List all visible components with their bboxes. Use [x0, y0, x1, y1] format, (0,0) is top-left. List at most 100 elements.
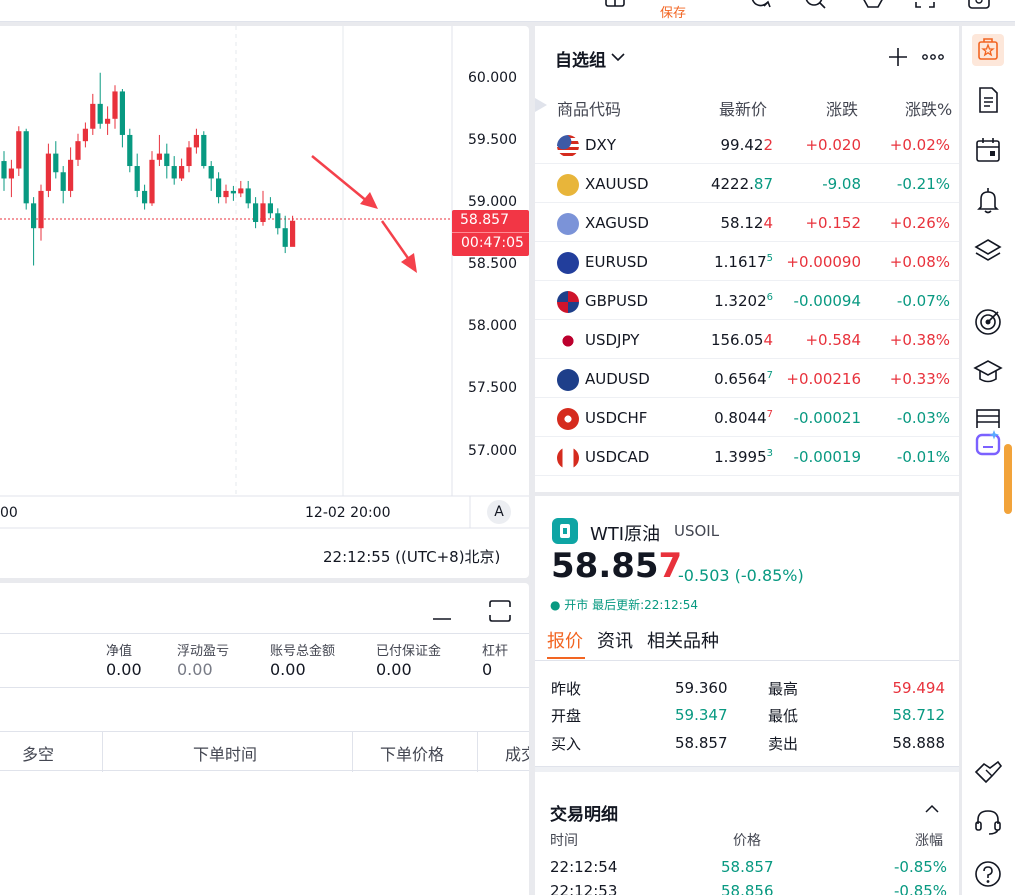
column-header[interactable]: 下单时间	[193, 745, 258, 764]
row-change-pct: -0.07%	[896, 292, 950, 310]
row-symbol: AUDUSD	[585, 370, 650, 388]
ca-flag-icon	[557, 447, 579, 469]
stat-label: 最低	[768, 707, 799, 725]
watchlist-row[interactable]: AUDUSD 0.65647 +0.00216 +0.33%	[535, 359, 959, 398]
price-main: 58.85	[551, 546, 659, 586]
maximize-icon[interactable]	[488, 599, 512, 623]
chevron-down-icon[interactable]	[611, 52, 625, 62]
trade-price: 58.856	[721, 882, 774, 895]
more-options-icon[interactable]	[921, 50, 945, 64]
search-icon[interactable]	[803, 0, 829, 14]
watchlist-row[interactable]: USDCAD 1.39953 -0.00019 -0.01%	[535, 437, 959, 476]
candle-body	[16, 131, 22, 169]
candlestick-chart[interactable]	[0, 26, 529, 578]
fullscreen-icon[interactable]	[912, 0, 938, 14]
top-toolbar: 保存	[0, 0, 1015, 22]
undo-redo-icon[interactable]	[748, 0, 774, 14]
trade-pct: -0.85%	[894, 858, 948, 876]
candle-body	[23, 131, 29, 204]
news-icon[interactable]	[972, 84, 1004, 116]
row-last-price: 156.054	[711, 331, 773, 349]
current-price-label: 58.857	[460, 212, 509, 228]
watchlist-row[interactable]: GBPUSD 1.32026 -0.00094 -0.07%	[535, 281, 959, 320]
support-icon[interactable]	[972, 806, 1004, 838]
calendar-icon[interactable]	[972, 134, 1004, 166]
snapshot-icon[interactable]	[966, 0, 992, 14]
summary-value: 0.00	[376, 660, 412, 679]
row-symbol: USDCHF	[585, 409, 648, 427]
chevron-up-icon[interactable]	[925, 804, 939, 814]
timezone-clock[interactable]: 22:12:55 ((UTC+8)北京)	[323, 548, 501, 566]
candles-group	[1, 72, 296, 266]
summary-label: 浮动盈亏	[177, 644, 230, 659]
trade-price: 58.857	[721, 858, 774, 876]
stat-value: 59.347	[675, 706, 728, 724]
settings-icon[interactable]	[860, 0, 886, 14]
candle-body	[245, 188, 251, 204]
row-change-pct: +0.08%	[889, 253, 950, 271]
chart-panel[interactable]: 60.000 59.500 59.000 58.500 58.000 57.50…	[0, 26, 529, 578]
handshake-icon[interactable]	[972, 756, 1004, 788]
candle-body	[282, 228, 288, 247]
column-header-last[interactable]: 最新价	[719, 100, 768, 119]
column-header-symbol[interactable]: 商品代码	[557, 100, 622, 119]
summary-label: 杠杆	[482, 644, 509, 659]
current-price-badge: 58.857 00:47:05	[452, 210, 529, 256]
stat-label: 开盘	[551, 707, 582, 725]
row-symbol: EURUSD	[585, 253, 648, 271]
watchlist-icon[interactable]	[972, 34, 1004, 66]
column-header-change[interactable]: 涨跌	[826, 100, 859, 119]
auto-scale-button[interactable]: A	[487, 500, 511, 524]
summary-value: 0	[482, 660, 493, 679]
row-symbol: DXY	[585, 136, 616, 154]
last-main: 99.42	[720, 136, 764, 154]
row-last-price: 58.124	[721, 214, 774, 232]
watchlist-row[interactable]: USDCHF 0.80447 -0.00021 -0.03%	[535, 398, 959, 437]
layers-icon[interactable]	[972, 234, 1004, 266]
column-header[interactable]: 下单价格	[380, 745, 445, 764]
right-toolbar	[962, 26, 1015, 895]
alerts-icon[interactable]	[972, 184, 1004, 216]
jp-flag-icon	[557, 330, 579, 352]
scroll-handle[interactable]	[1004, 444, 1012, 514]
column-header-pct[interactable]: 涨跌%	[905, 100, 953, 119]
column-header[interactable]: 成交	[505, 745, 529, 764]
add-symbol-icon[interactable]	[887, 46, 909, 68]
watchlist-row[interactable]: DXY 99.422 +0.020 +0.02%	[535, 125, 959, 164]
minimize-icon[interactable]	[431, 603, 453, 625]
last-main: 58.12	[720, 214, 764, 232]
help-icon[interactable]	[972, 858, 1004, 890]
last-tail: 87	[753, 175, 773, 193]
tab-news[interactable]: 资讯	[597, 631, 633, 652]
time-tick: 00	[0, 505, 18, 521]
row-last-price: 1.32026	[714, 292, 773, 310]
watchlist-row[interactable]: EURUSD 1.16175 +0.00090 +0.08%	[535, 242, 959, 281]
sort-marker-icon	[535, 98, 547, 112]
ai-assistant-icon[interactable]	[972, 428, 1004, 460]
signals-icon[interactable]	[972, 306, 1004, 338]
save-button[interactable]: 保存	[660, 6, 687, 21]
watchlist-row[interactable]: USDJPY 156.054 +0.584 +0.38%	[535, 320, 959, 359]
price-tick: 57.500	[468, 380, 517, 396]
tab-quote[interactable]: 报价	[547, 631, 583, 652]
watchlist-row[interactable]: XAGUSD 58.124 +0.152 +0.26%	[535, 203, 959, 242]
row-last-price: 1.39953	[714, 448, 773, 466]
price-tick: 59.000	[468, 194, 517, 210]
trades-header: 价格	[733, 833, 761, 849]
last-main: 4222.	[710, 175, 754, 193]
academy-icon[interactable]	[972, 356, 1004, 388]
candle-body	[38, 190, 44, 229]
column-header[interactable]: 多空	[22, 745, 55, 764]
tab-related[interactable]: 相关品种	[647, 631, 719, 652]
candle-body	[164, 153, 170, 167]
candle-body	[1, 161, 7, 179]
calendar-grid-icon[interactable]	[972, 406, 1004, 428]
watchlist-title[interactable]: 自选组	[555, 51, 606, 71]
candle-body	[31, 203, 37, 229]
layout-icon[interactable]	[602, 0, 628, 14]
gold-flag-icon	[557, 174, 579, 196]
row-change-pct: -0.01%	[896, 448, 950, 466]
last-tail: 3	[766, 448, 773, 459]
row-symbol: XAUUSD	[585, 175, 649, 193]
watchlist-row[interactable]: XAUUSD 4222.87 -9.08 -0.21%	[535, 164, 959, 203]
